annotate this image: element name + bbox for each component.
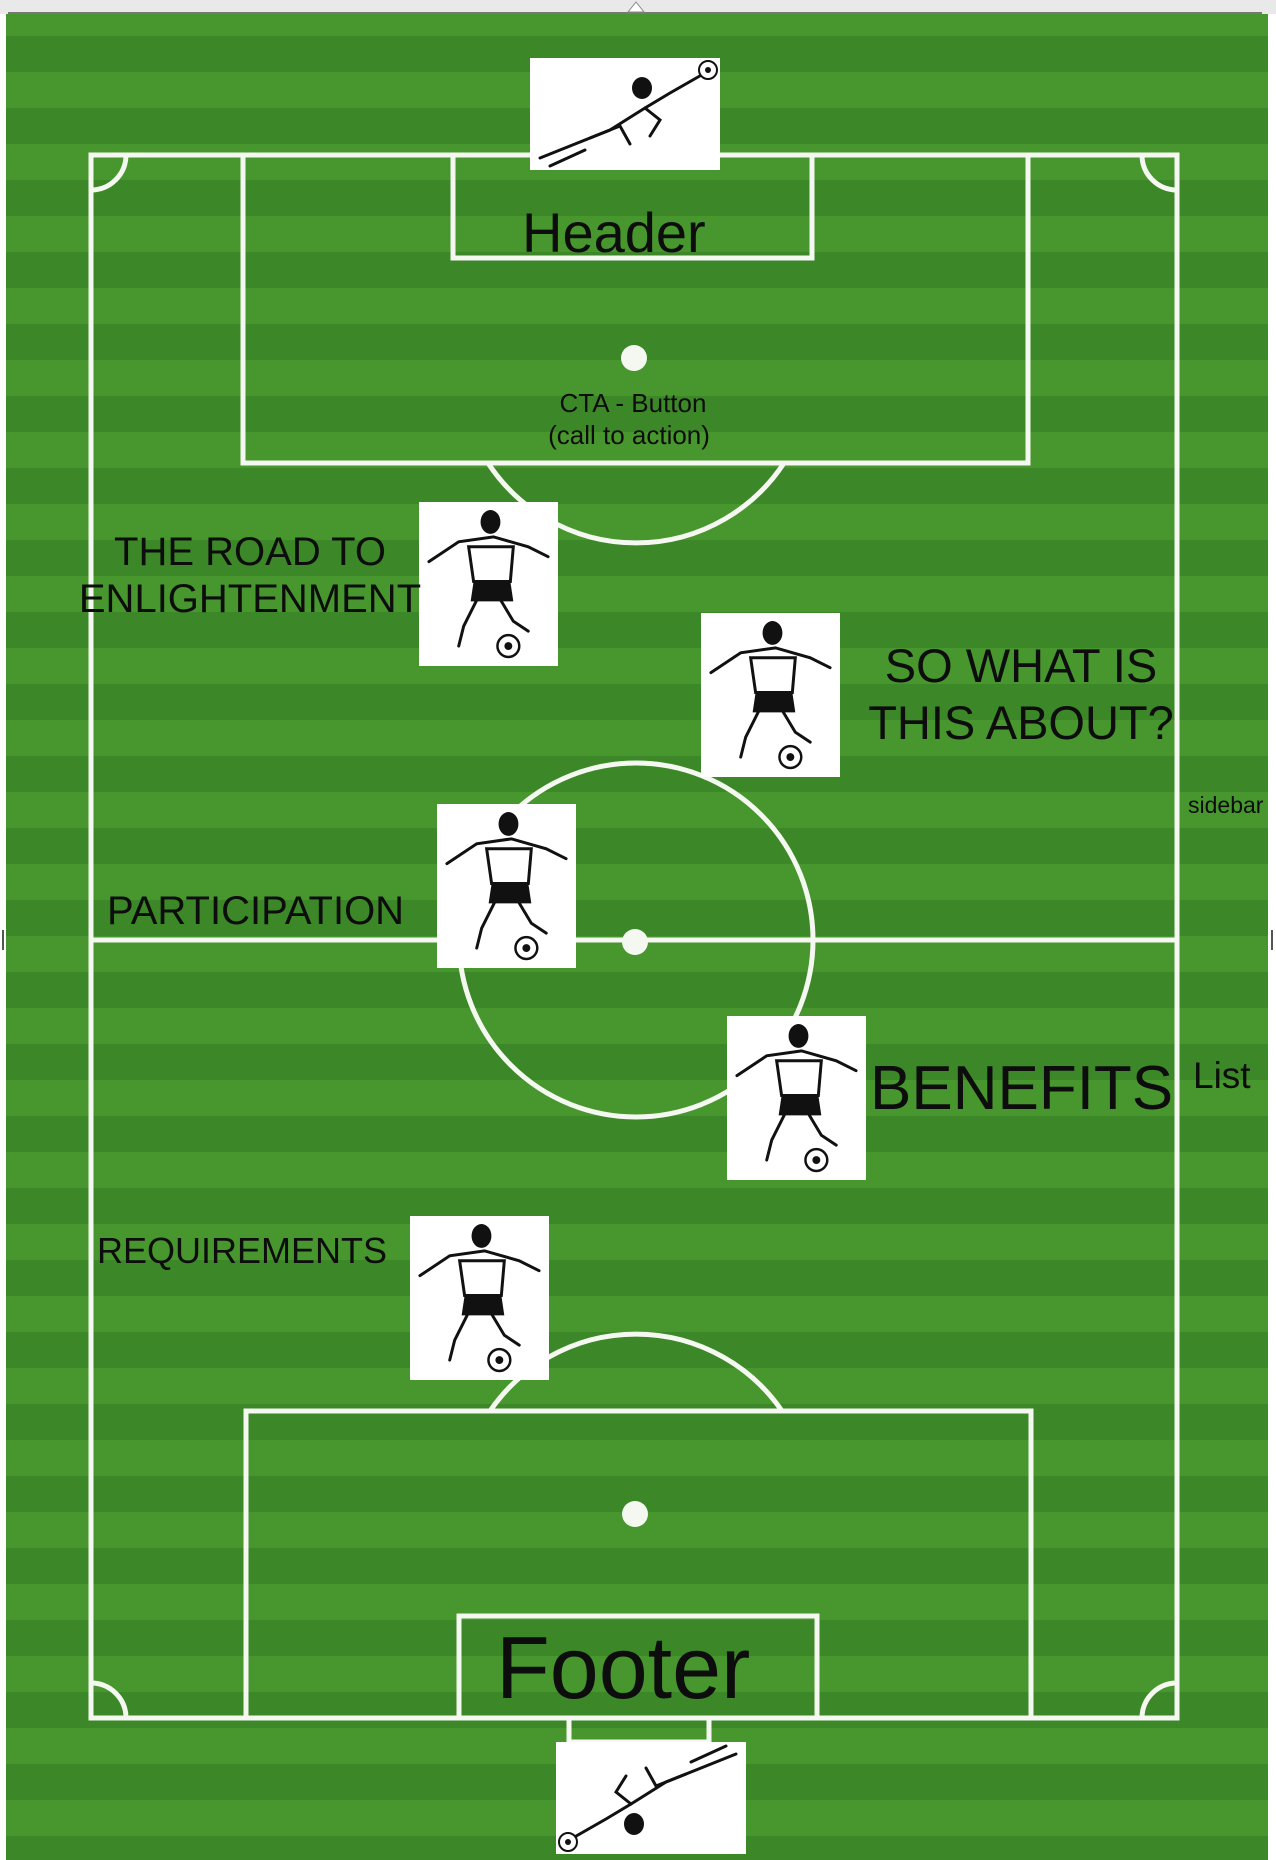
top-penalty-spot — [621, 345, 647, 371]
goalkeeper-diving-icon — [558, 1744, 738, 1852]
section-about-line1: SO WHAT IS — [884, 639, 1158, 692]
section-road-label: THE ROAD TO ENLIGHTENMENT — [74, 532, 426, 619]
section-about-label: SO WHAT IS THIS ABOUT? — [862, 642, 1180, 746]
player-card-participation — [437, 804, 576, 968]
footer-label: Footer — [496, 1618, 751, 1717]
section-participation-label: PARTICIPATION — [107, 889, 405, 933]
player-card-about — [701, 613, 840, 777]
goalkeeper-bottom-image — [556, 1742, 746, 1854]
goalkeeper-top-image — [530, 58, 720, 170]
goalkeeper-diving-icon — [538, 60, 718, 168]
soccer-player-kicking-icon — [709, 621, 832, 770]
soccer-player-kicking-icon — [427, 510, 550, 659]
soccer-player-kicking-icon — [445, 812, 568, 961]
soccer-player-kicking-icon — [418, 1224, 541, 1373]
section-road-line1: THE ROAD TO — [114, 530, 386, 574]
player-card-requirements — [410, 1216, 549, 1380]
top-penalty-arc — [485, 461, 787, 546]
list-label: List — [1193, 1055, 1251, 1096]
section-requirements-label: REQUIREMENTS — [97, 1230, 388, 1271]
header-label: Header — [522, 201, 706, 264]
cta-label-line1: CTA - Button — [559, 388, 707, 418]
sidebar-label: sidebar — [1188, 792, 1264, 818]
cta-label: CTA - Button (call to action) — [548, 388, 713, 448]
player-card-road — [419, 502, 558, 666]
section-road-line2: ENLIGHTENMENT — [78, 577, 422, 621]
cta-label-line2: (call to action) — [548, 420, 710, 450]
center-spot — [622, 929, 648, 955]
section-benefits-label: BENEFITS — [870, 1054, 1174, 1123]
soccer-player-kicking-icon — [735, 1024, 858, 1173]
bottom-penalty-spot — [622, 1501, 648, 1527]
player-card-benefits — [727, 1016, 866, 1180]
section-about-line2: THIS ABOUT? — [868, 696, 1174, 749]
ruler-marker-icon — [626, 1, 646, 13]
